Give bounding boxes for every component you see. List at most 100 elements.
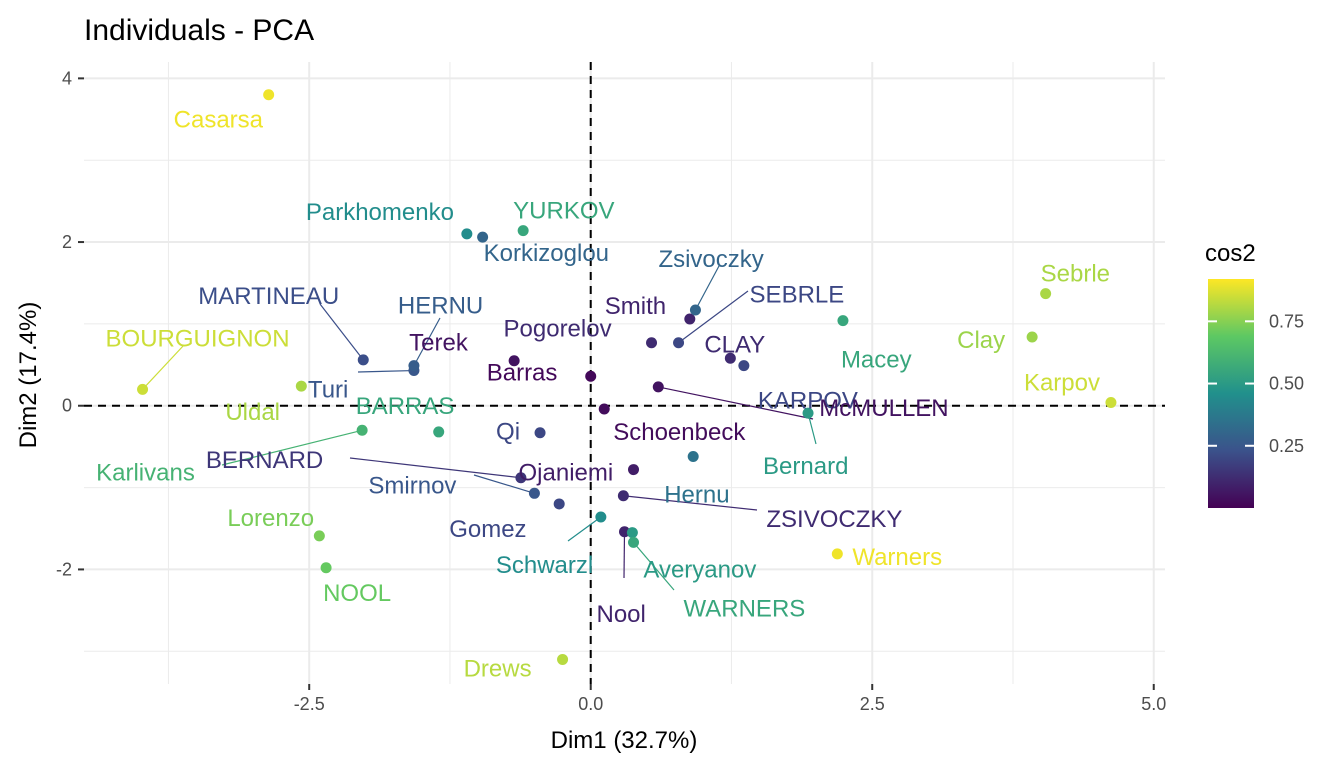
point-label: BOURGUIGNON: [106, 325, 290, 352]
point-label: KARPOV: [758, 388, 858, 415]
data-point: [837, 315, 849, 327]
grid-minor: [84, 62, 1165, 684]
data-point: [313, 530, 325, 542]
point-label: Zsivoczky: [658, 246, 763, 273]
point-label: McMULLEN: [819, 395, 948, 422]
point-label: Korkizoglou: [484, 240, 609, 267]
point-label: YURKOV: [513, 198, 614, 225]
point-label: Nool: [597, 601, 646, 628]
label-connector: [473, 474, 535, 494]
data-point: [515, 472, 527, 484]
data-point: [626, 527, 638, 539]
x-axis-ticks: -2.5 0.0 2.5 5.0: [294, 684, 1166, 714]
data-point: [831, 548, 843, 560]
legend: cos2 0.25 0.50 0.75: [1205, 240, 1304, 508]
y-tick-label: 2: [62, 232, 72, 252]
legend-colorbar: [1208, 279, 1254, 508]
y-axis-title: Dim2 (17.4%): [15, 302, 42, 449]
data-point: [598, 403, 610, 415]
chart-title: Individuals - PCA: [84, 14, 314, 47]
data-point: [528, 487, 540, 499]
x-tick-label: -2.5: [294, 694, 325, 714]
point-label: SEBRLE: [750, 282, 845, 309]
label-connector: [678, 290, 749, 344]
label-connector: [633, 542, 675, 591]
point-label: Terek: [409, 330, 469, 357]
label-connector: [413, 317, 441, 366]
data-point: [433, 426, 445, 438]
label-connector: [567, 516, 602, 542]
point-label: Casarsa: [174, 107, 264, 134]
y-axis-ticks: -2 0 2 4: [56, 68, 84, 579]
data-point: [1040, 288, 1052, 300]
label-connector: [623, 495, 758, 511]
point-label: WARNERS: [684, 595, 806, 622]
data-point: [724, 352, 736, 364]
data-points: [137, 89, 1117, 665]
x-axis-title: Dim1 (32.7%): [551, 727, 698, 754]
data-point: [461, 228, 473, 240]
data-point: [508, 355, 520, 367]
data-point: [517, 225, 529, 237]
data-point: [137, 383, 149, 395]
data-point: [585, 370, 597, 382]
point-label: Qi: [496, 419, 520, 446]
data-point: [1026, 331, 1038, 343]
point-label: Pogorelov: [504, 316, 612, 343]
y-tick-label: -2: [56, 559, 72, 579]
x-tick-label: 2.5: [860, 694, 885, 714]
label-connector: [357, 369, 414, 373]
legend-tick-label: 0.50: [1269, 374, 1304, 394]
label-connector: [694, 265, 720, 311]
point-label: Drews: [464, 655, 532, 682]
reference-lines: [84, 62, 1165, 684]
label-connector: [349, 457, 521, 479]
point-label: Macey: [841, 347, 912, 374]
point-label: BARRAS: [356, 393, 455, 420]
y-tick-label: 0: [62, 396, 72, 416]
data-point: [673, 337, 685, 349]
point-label: Turi: [308, 377, 348, 404]
point-label: Karpov: [1024, 369, 1100, 396]
data-point: [356, 424, 368, 436]
data-point: [687, 450, 699, 462]
data-point: [1105, 396, 1117, 408]
point-label: Smirnov: [368, 472, 456, 499]
point-label: BERNARD: [206, 447, 323, 474]
point-label: Uldal: [225, 399, 280, 426]
label-connector: [142, 344, 185, 390]
point-label: Bernard: [763, 453, 848, 480]
point-label: Gomez: [449, 516, 526, 543]
data-point: [684, 313, 696, 325]
label-connector: [319, 303, 364, 361]
data-point: [738, 360, 750, 372]
legend-title: cos2: [1205, 240, 1256, 267]
point-label: Ojaniemi: [519, 460, 614, 487]
data-point: [263, 89, 275, 101]
point-label: Lorenzo: [227, 505, 314, 532]
data-point: [595, 511, 607, 523]
data-point: [628, 464, 640, 476]
data-point: [689, 304, 701, 316]
data-point: [652, 381, 664, 393]
legend-tick-label: 0.75: [1269, 311, 1304, 331]
data-point: [357, 354, 369, 366]
label-connectors: [142, 265, 817, 591]
x-tick-label: 0.0: [578, 694, 603, 714]
point-label: Schwarzl: [496, 552, 593, 579]
point-label: Warners: [852, 544, 942, 571]
point-label: Schoenbeck: [613, 419, 746, 446]
point-label: NOOL: [323, 580, 391, 607]
point-label: Clay: [957, 327, 1005, 354]
point-label: Parkhomenko: [306, 199, 454, 226]
legend-ticks: 0.25 0.50 0.75: [1208, 311, 1304, 456]
grid-major: [84, 62, 1165, 684]
y-tick-label: 4: [62, 68, 72, 88]
point-label: Karlivans: [96, 459, 195, 486]
data-point: [617, 490, 629, 502]
point-label: MARTINEAU: [198, 283, 339, 310]
data-point: [802, 407, 814, 419]
data-point: [557, 653, 569, 665]
point-label: Smith: [605, 293, 666, 320]
label-connector: [221, 429, 363, 466]
